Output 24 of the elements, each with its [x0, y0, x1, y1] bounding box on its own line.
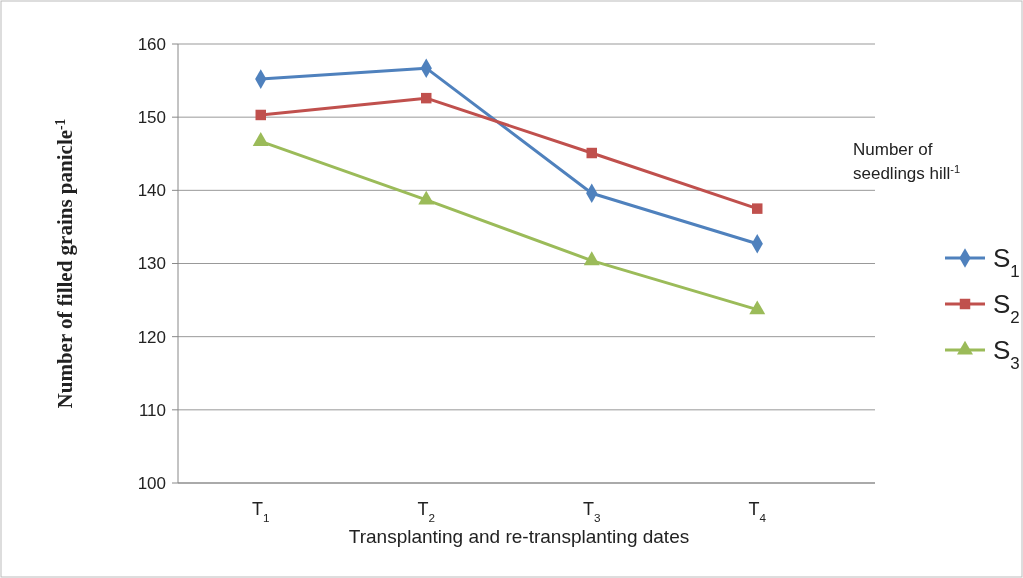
point: [586, 147, 597, 159]
point: [421, 92, 432, 104]
legend-label: S$_{2}$: [993, 289, 1020, 327]
point: [583, 251, 600, 266]
point: [255, 109, 266, 121]
x-tick-label: T$_{2}$: [417, 499, 436, 524]
y-tick-label: 110: [138, 400, 166, 420]
y-tick-label: 100: [137, 473, 166, 493]
y-tick-label: 130: [137, 254, 166, 274]
point: [752, 203, 763, 214]
legend-label: S$_{1}$: [993, 243, 1020, 281]
x-tick-label: T$_{1}$: [251, 499, 270, 524]
x-tick-label: T$_{3}$: [582, 499, 601, 524]
point: [749, 300, 766, 315]
y-tick-label: 160: [137, 34, 166, 54]
y-tick-label: 150: [137, 108, 166, 128]
legend-title: Number of seedlings hill$^{-1}$: [853, 140, 961, 183]
y-tick-label: 140: [137, 181, 166, 201]
point: [418, 190, 435, 205]
legend-label: S$_{3}$: [993, 335, 1020, 373]
x-tick-label: T$_{4}$: [748, 499, 767, 524]
x-axis-title: Transplanting and re-transplanting dates: [348, 526, 690, 547]
point: [252, 132, 269, 146]
y-tick-label: 120: [137, 327, 166, 347]
